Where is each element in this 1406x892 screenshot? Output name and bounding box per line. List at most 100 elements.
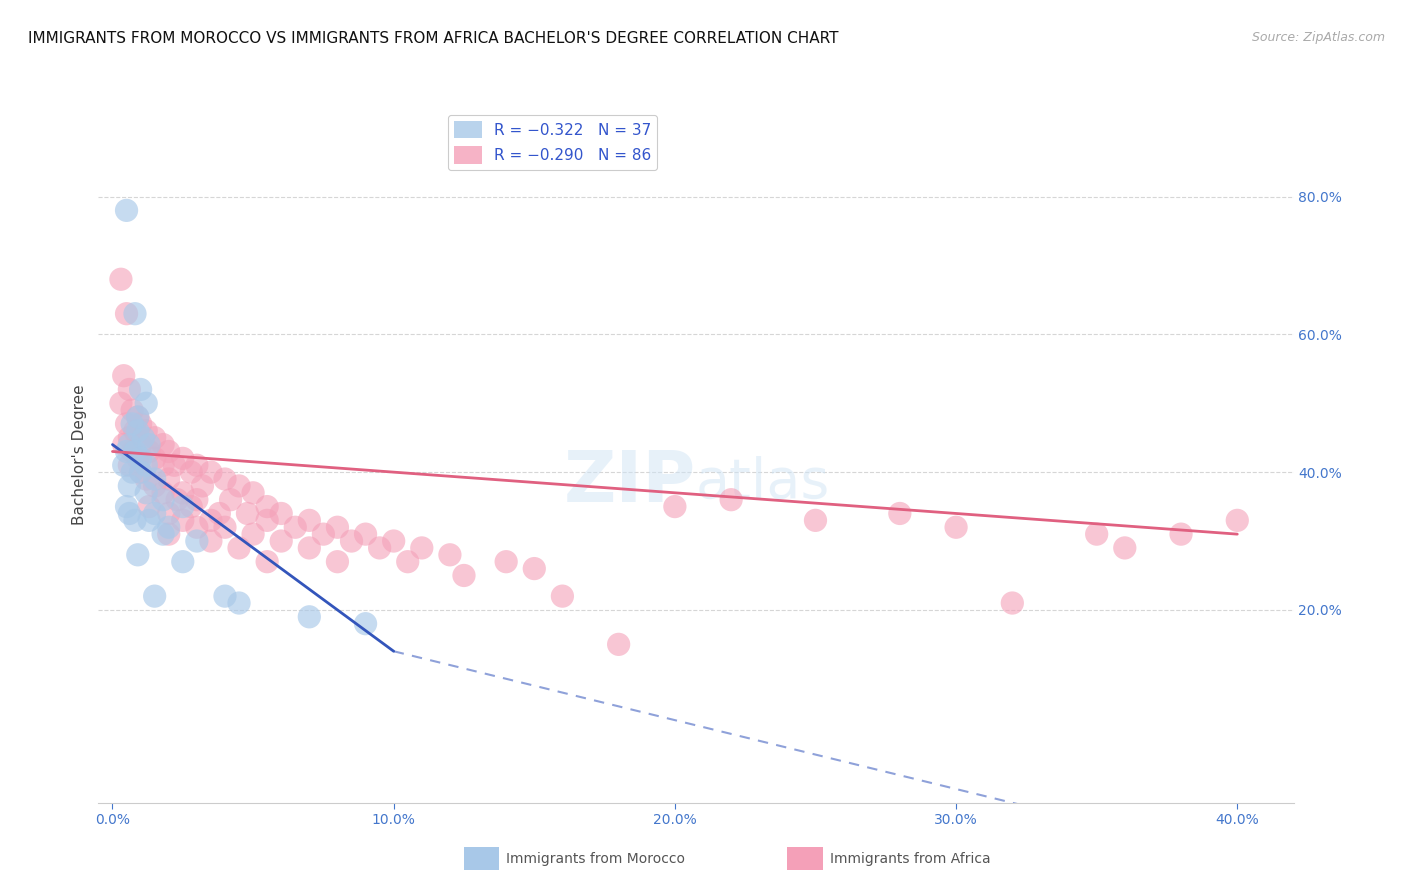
Text: IMMIGRANTS FROM MOROCCO VS IMMIGRANTS FROM AFRICA BACHELOR'S DEGREE CORRELATION : IMMIGRANTS FROM MOROCCO VS IMMIGRANTS FR…	[28, 31, 838, 46]
Point	[152, 527, 174, 541]
Point	[129, 465, 152, 479]
Point	[228, 541, 250, 555]
Point	[143, 472, 166, 486]
Point	[1114, 541, 1136, 555]
Point	[298, 513, 321, 527]
Point	[138, 444, 160, 458]
Point	[551, 589, 574, 603]
Point	[411, 541, 433, 555]
Point	[354, 616, 377, 631]
Point	[143, 479, 166, 493]
Point	[186, 534, 208, 549]
Point	[219, 492, 242, 507]
Point	[439, 548, 461, 562]
Point	[191, 479, 214, 493]
Point	[298, 609, 321, 624]
Point	[135, 485, 157, 500]
Point	[382, 534, 405, 549]
Point	[135, 458, 157, 473]
Point	[124, 513, 146, 527]
Point	[115, 307, 138, 321]
Text: ZIP: ZIP	[564, 449, 696, 517]
Point	[152, 485, 174, 500]
Point	[121, 403, 143, 417]
Point	[124, 444, 146, 458]
Point	[208, 507, 231, 521]
Point	[256, 500, 278, 514]
Point	[152, 492, 174, 507]
Point	[115, 417, 138, 431]
Legend: R = −0.322   N = 37, R = −0.290   N = 86: R = −0.322 N = 37, R = −0.290 N = 86	[449, 115, 657, 169]
Text: atlas: atlas	[696, 456, 831, 509]
Point	[180, 465, 202, 479]
Point	[129, 451, 152, 466]
Point	[127, 548, 149, 562]
Point	[143, 589, 166, 603]
Point	[186, 520, 208, 534]
Point	[152, 437, 174, 451]
Point	[256, 555, 278, 569]
Point	[326, 555, 349, 569]
Point	[127, 410, 149, 425]
Point	[242, 485, 264, 500]
Point	[172, 485, 194, 500]
Text: Source: ZipAtlas.com: Source: ZipAtlas.com	[1251, 31, 1385, 45]
Point	[270, 534, 292, 549]
Point	[200, 513, 222, 527]
Point	[127, 410, 149, 425]
Point	[172, 555, 194, 569]
Point	[118, 479, 141, 493]
Point	[172, 451, 194, 466]
Point	[110, 396, 132, 410]
Point	[163, 458, 186, 473]
Point	[129, 465, 152, 479]
Point	[115, 444, 138, 458]
Point	[354, 527, 377, 541]
Y-axis label: Bachelor's Degree: Bachelor's Degree	[72, 384, 87, 525]
Point	[214, 472, 236, 486]
Point	[112, 458, 135, 473]
Point	[152, 458, 174, 473]
Point	[664, 500, 686, 514]
Point	[129, 383, 152, 397]
Point	[118, 458, 141, 473]
Point	[143, 451, 166, 466]
Point	[368, 541, 391, 555]
Point	[1001, 596, 1024, 610]
Point	[607, 637, 630, 651]
Point	[129, 437, 152, 451]
Point	[186, 492, 208, 507]
Point	[118, 383, 141, 397]
Point	[172, 500, 194, 514]
Point	[143, 507, 166, 521]
Point	[214, 589, 236, 603]
Point	[127, 424, 149, 438]
Point	[157, 520, 180, 534]
Point	[200, 465, 222, 479]
Point	[228, 596, 250, 610]
Point	[200, 534, 222, 549]
Point	[312, 527, 335, 541]
Point	[143, 431, 166, 445]
Point	[127, 451, 149, 466]
Point	[112, 368, 135, 383]
Point	[115, 500, 138, 514]
Point	[284, 520, 307, 534]
Point	[118, 431, 141, 445]
Point	[124, 307, 146, 321]
Point	[453, 568, 475, 582]
Text: Immigrants from Africa: Immigrants from Africa	[830, 852, 990, 866]
Point	[396, 555, 419, 569]
Point	[129, 417, 152, 431]
Point	[157, 527, 180, 541]
Point	[157, 472, 180, 486]
Point	[720, 492, 742, 507]
Point	[121, 417, 143, 431]
Point	[135, 472, 157, 486]
Point	[121, 444, 143, 458]
Point	[121, 465, 143, 479]
Point	[236, 507, 259, 521]
Point	[115, 203, 138, 218]
Point	[132, 431, 155, 445]
Point	[214, 520, 236, 534]
